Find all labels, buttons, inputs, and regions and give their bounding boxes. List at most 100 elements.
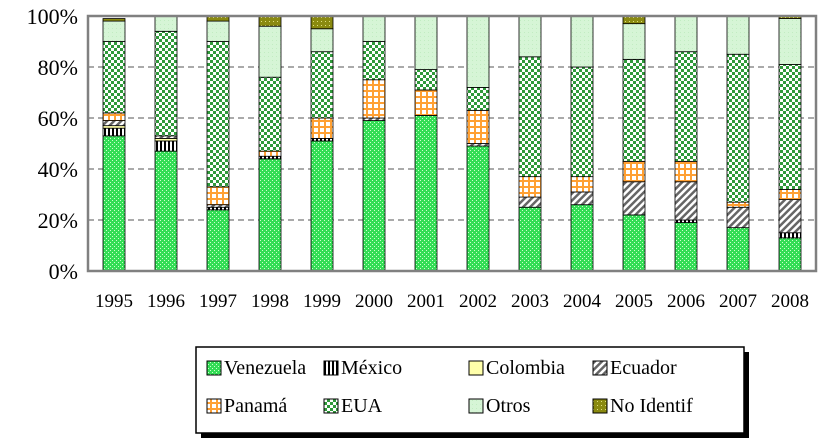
bar-segment-panam-	[102, 112, 126, 121]
legend-swatch	[323, 360, 339, 376]
bar-segment-otros	[466, 15, 490, 88]
bar-segment-panam-	[778, 188, 802, 200]
bar-segment-otros	[102, 20, 126, 42]
bar-segment-otros	[310, 28, 334, 53]
legend-label: Panamá	[224, 395, 287, 417]
legend-swatch	[323, 398, 339, 414]
bar-segment-no-identif	[258, 15, 282, 27]
bar-segment-no-identif	[102, 18, 126, 22]
legend-label: Ecuador	[610, 357, 677, 379]
y-tick-label: 100%	[27, 4, 78, 29]
bar-segment-eua	[778, 64, 802, 190]
bar-segment-venezuela	[726, 227, 750, 272]
legend-label: México	[341, 357, 402, 379]
bar-segment-eua	[414, 69, 438, 91]
bar-segment-ecuador	[518, 196, 542, 208]
bar-segment-venezuela	[258, 158, 282, 272]
bar-segment-m-xico	[154, 140, 178, 152]
bar-segment-eua	[154, 30, 178, 137]
bar-segment-otros	[362, 15, 386, 42]
bar-segment-venezuela	[466, 145, 490, 272]
plot-frame	[86, 14, 818, 273]
x-tick-label: 1995	[95, 291, 133, 312]
bar-segment-m-xico	[102, 127, 126, 137]
bar-segment-otros	[206, 20, 230, 42]
bar-segment-panam-	[570, 176, 594, 193]
y-tick-label: 0%	[49, 259, 78, 284]
bar-segment-eua	[362, 41, 386, 81]
bar-segment-otros	[570, 15, 594, 68]
x-tick-label: 1996	[147, 291, 185, 312]
bar-segment-venezuela	[674, 222, 698, 272]
bar-segment-otros	[622, 23, 646, 60]
legend-label: EUA	[341, 395, 383, 417]
bar-segment-ecuador	[726, 206, 750, 229]
bar-segment-panam-	[414, 89, 438, 116]
x-tick-label: 2001	[407, 291, 445, 312]
bar-segment-ecuador	[778, 199, 802, 234]
legend-label: Otros	[486, 395, 531, 417]
x-tick-label: 2004	[563, 291, 602, 312]
y-tick-label: 20%	[38, 208, 78, 233]
legend-label: No Identif	[610, 395, 693, 417]
bar-segment-venezuela	[154, 150, 178, 272]
bar-segment-ecuador	[622, 181, 646, 216]
plot-area: 0% 20% 40% 60% 80% 100% 1995 1996 1997 1998 1999 20…	[27, 4, 818, 312]
bar-segment-panam-	[674, 160, 698, 183]
bar-segment-panam-	[310, 117, 334, 139]
bar-segment-eua	[622, 58, 646, 162]
legend-swatch	[592, 398, 608, 414]
bar-segment-panam-	[622, 160, 646, 183]
bar-segment-otros	[778, 18, 802, 65]
bar-segment-otros	[726, 15, 750, 55]
y-tick-label: 60%	[38, 106, 78, 131]
y-tick-label: 40%	[38, 157, 78, 182]
bar-segment-panam-	[518, 176, 542, 198]
x-tick-label: 1997	[199, 291, 237, 312]
x-tick-label: 2005	[615, 291, 653, 312]
y-tick-label: 80%	[38, 55, 78, 80]
legend-label: Venezuela	[224, 357, 306, 379]
bar-segment-eua	[466, 87, 490, 111]
bar-segment-eua	[102, 41, 126, 114]
bar-segment-venezuela	[778, 237, 802, 272]
x-tick-label: 2008	[771, 291, 809, 312]
legend-swatch	[468, 398, 484, 414]
bar-segment-otros	[518, 15, 542, 58]
bar-segment-eua	[674, 51, 698, 162]
x-tick-label: 2002	[459, 291, 497, 312]
bar-segment-otros	[258, 25, 282, 78]
legend-swatch	[206, 360, 222, 376]
bar-segment-venezuela	[518, 206, 542, 272]
x-tick-label: 2007	[719, 291, 757, 312]
legend: Venezuela México Colombia Ecuador Panamá EUA O…	[195, 346, 749, 438]
bar-segment-venezuela	[102, 135, 126, 272]
bar-segment-eua	[206, 41, 230, 188]
bar-segment-venezuela	[310, 140, 334, 272]
x-tick-label: 1998	[251, 291, 289, 312]
x-tick-label: 1999	[303, 291, 341, 312]
bar-segment-eua	[310, 51, 334, 119]
bar-segment-otros	[414, 15, 438, 70]
x-tick-label: 2000	[355, 291, 393, 312]
bar-segment-venezuela	[206, 209, 230, 272]
x-tick-label: 2006	[667, 291, 705, 312]
legend-swatch	[468, 360, 484, 376]
bar-segment-panam-	[258, 150, 282, 157]
bar-segment-no-identif	[310, 15, 334, 30]
legend-swatch	[592, 360, 608, 376]
bar-segment-venezuela	[622, 214, 646, 272]
bar-segment-panam-	[466, 109, 490, 144]
bar-segment-venezuela	[414, 115, 438, 272]
bar-segment-eua	[258, 76, 282, 152]
bar-segment-ecuador	[102, 120, 126, 127]
bar-segment-panam-	[726, 201, 750, 208]
bar-segment-panam-	[206, 186, 230, 206]
bar-segment-eua	[570, 66, 594, 178]
bar-segment-otros	[154, 15, 178, 32]
bar-segment-m-xico	[778, 232, 802, 239]
bar-segment-venezuela	[570, 204, 594, 272]
bar-segment-otros	[674, 15, 698, 53]
bar-segment-eua	[726, 53, 750, 203]
bar-segment-panam-	[362, 79, 386, 119]
